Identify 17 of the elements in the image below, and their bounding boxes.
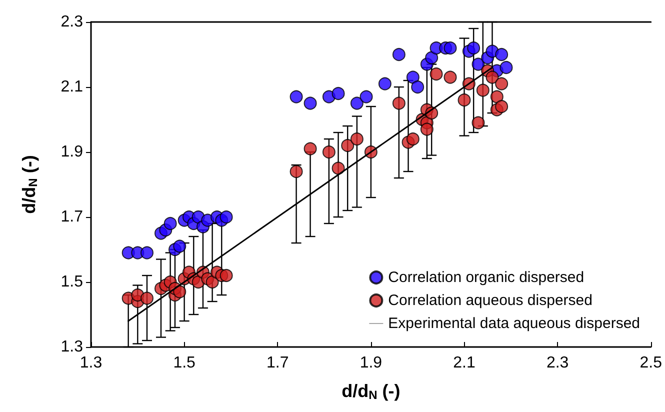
x-tick-label: 1.7	[266, 354, 289, 372]
y-tick-label: 1.3	[60, 338, 84, 356]
x-tick-label: 1.9	[360, 354, 382, 372]
y-tick-label: 1.7	[60, 208, 84, 226]
y-tick-label: 1.5	[60, 274, 84, 290]
x-tick-label: 2.3	[546, 354, 569, 372]
x-tick-label: 1.3	[80, 354, 102, 372]
y-tick-label: 2.1	[60, 78, 84, 96]
legend-label: Experimental data aqueous dispersed	[388, 315, 640, 332]
x-tick-label: 1.5	[173, 354, 196, 372]
legend-label: Correlation organic dispersed	[388, 269, 584, 286]
x-tick-label: 2.1	[453, 354, 476, 372]
y-tick-label: 2.3	[60, 14, 84, 30]
y-tick-label: 1.9	[60, 144, 84, 160]
y-axis-title: d/dN (-)	[19, 155, 40, 214]
x-tick-label: 2.5	[640, 354, 662, 372]
legend-label: Correlation aqueous dispersed	[388, 292, 592, 309]
